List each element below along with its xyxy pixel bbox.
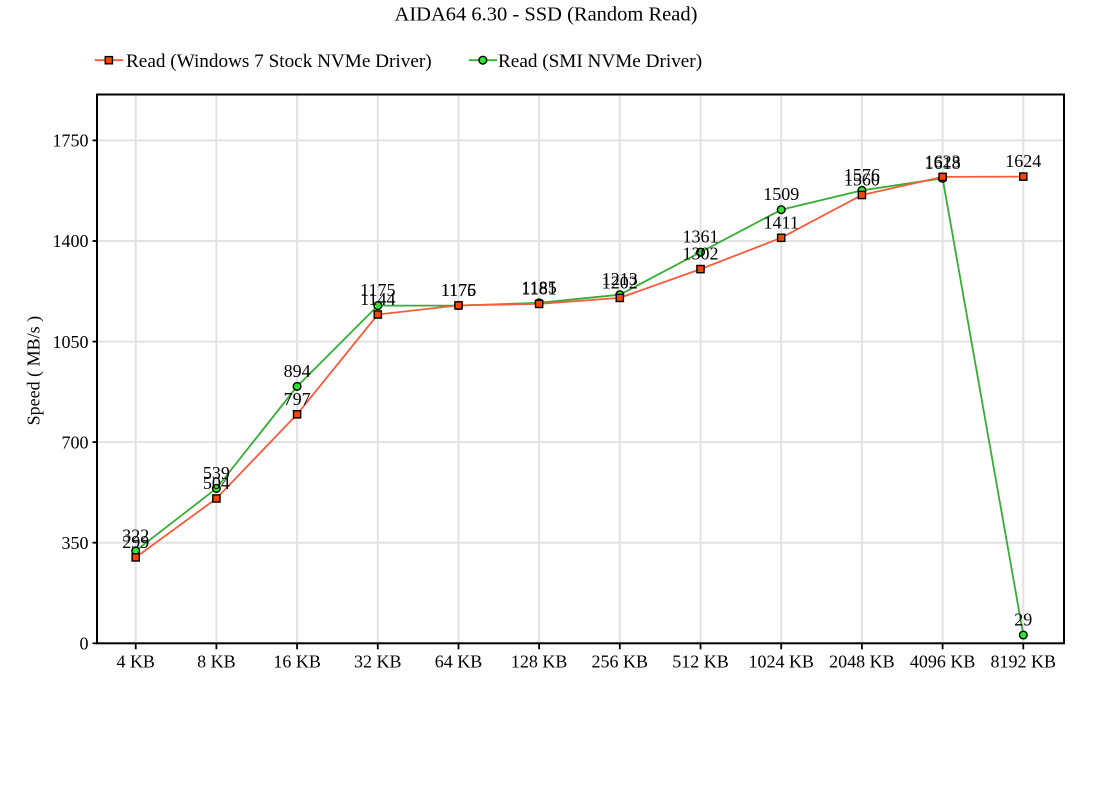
svg-text:4096 KB: 4096 KB [910,652,976,672]
svg-text:1361: 1361 [683,227,719,247]
svg-text:322: 322 [122,525,149,545]
svg-text:Speed ( MB/s ): Speed ( MB/s ) [24,316,45,426]
svg-text:Read (SMI NVMe Driver): Read (SMI NVMe Driver) [498,51,702,72]
svg-text:1624: 1624 [1005,151,1041,171]
svg-text:Read (Windows 7 Stock NVMe Dri: Read (Windows 7 Stock NVMe Driver) [126,51,432,72]
svg-text:1560: 1560 [844,170,880,190]
svg-text:16 KB: 16 KB [273,652,321,672]
svg-text:539: 539 [203,463,230,483]
svg-text:1213: 1213 [602,269,638,289]
svg-text:1576: 1576 [844,165,880,185]
svg-text:1509: 1509 [763,184,799,204]
svg-text:700: 700 [62,432,89,452]
svg-text:504: 504 [203,473,230,493]
svg-text:1618: 1618 [925,153,961,173]
svg-text:1181: 1181 [521,278,556,298]
svg-text:512 KB: 512 KB [672,652,729,672]
svg-text:8 KB: 8 KB [197,652,236,672]
svg-text:29: 29 [1014,610,1032,630]
svg-text:2048 KB: 2048 KB [829,652,895,672]
svg-text:1024 KB: 1024 KB [748,652,814,672]
svg-text:128 KB: 128 KB [511,652,568,672]
svg-text:4 KB: 4 KB [116,652,155,672]
svg-text:797: 797 [284,389,311,409]
svg-text:0: 0 [80,634,89,654]
svg-text:299: 299 [122,532,149,552]
svg-text:350: 350 [62,533,89,553]
svg-text:1175: 1175 [441,280,476,300]
svg-text:1400: 1400 [53,231,89,251]
svg-text:1185: 1185 [521,277,556,297]
svg-text:1202: 1202 [602,272,638,292]
svg-text:8192 KB: 8192 KB [991,652,1057,672]
svg-text:1144: 1144 [360,289,395,309]
svg-text:894: 894 [284,361,311,381]
svg-text:1302: 1302 [683,244,719,264]
svg-text:1050: 1050 [53,332,89,352]
svg-text:1623: 1623 [925,151,961,171]
svg-text:256 KB: 256 KB [592,652,649,672]
svg-text:64 KB: 64 KB [435,652,483,672]
svg-text:32 KB: 32 KB [354,652,402,672]
svg-text:1176: 1176 [441,280,476,300]
svg-text:1750: 1750 [53,131,89,151]
svg-text:AIDA64 6.30 - SSD (Random Read: AIDA64 6.30 - SSD (Random Read) [395,4,698,26]
svg-text:1411: 1411 [764,212,799,232]
svg-text:1175: 1175 [360,280,395,300]
